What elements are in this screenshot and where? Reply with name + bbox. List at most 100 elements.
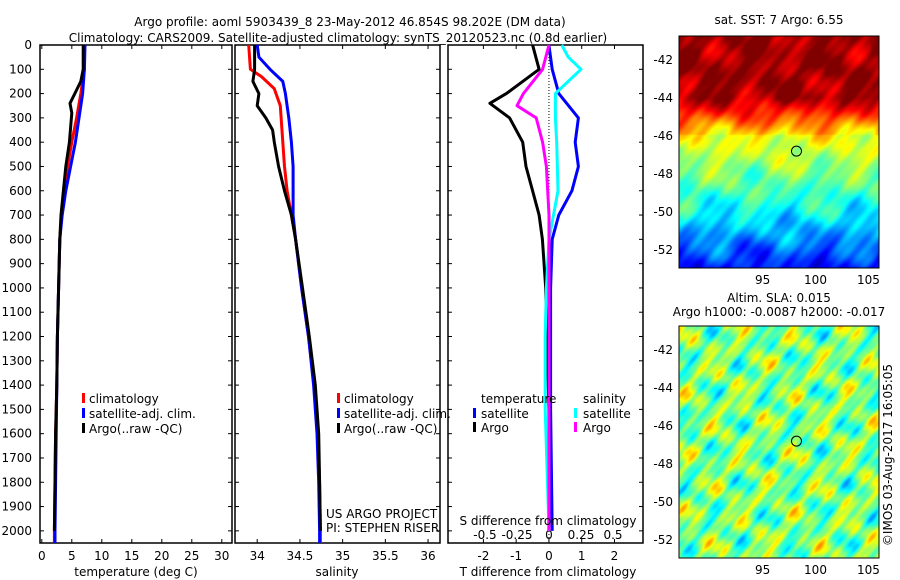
lon-tick-label: 95 bbox=[755, 563, 770, 577]
x-tick-label: -1 bbox=[510, 549, 522, 563]
salinity-axis-label: salinity bbox=[315, 565, 358, 579]
lat-tick-label: -44 bbox=[653, 381, 673, 395]
legend3-t-argo: Argo bbox=[481, 421, 509, 435]
x-tick-label: 10 bbox=[94, 549, 109, 563]
series-temperature-satellite bbox=[547, 44, 580, 531]
s-tick-label: -0.25 bbox=[501, 528, 532, 542]
depth-tick-label: 1600 bbox=[1, 427, 32, 441]
temperature-axis-label: temperature (deg C) bbox=[74, 565, 197, 579]
series-temperature-argo bbox=[488, 44, 551, 531]
x-tick-label: 5 bbox=[68, 549, 76, 563]
sst-map-title: sat. SST: 7 Argo: 6.55 bbox=[715, 13, 844, 27]
depth-tick-label: 1500 bbox=[1, 402, 32, 416]
panel-3-frame bbox=[447, 44, 644, 544]
depth-tick-label: 1700 bbox=[1, 451, 32, 465]
x-tick-label: 35.5 bbox=[372, 549, 399, 563]
s-tick-label: 0.25 bbox=[568, 528, 595, 542]
x-tick-label: -2 bbox=[477, 549, 489, 563]
depth-tick-label: 800 bbox=[9, 232, 32, 246]
depth-tick-label: 500 bbox=[9, 159, 32, 173]
x-tick-label: 34.5 bbox=[287, 549, 314, 563]
lon-tick-label: 100 bbox=[804, 563, 827, 577]
title-line-2: Climatology: CARS2009. Satellite-adjuste… bbox=[69, 31, 607, 45]
series-argo-raw-qc- bbox=[251, 45, 322, 531]
x-tick-label: 34 bbox=[250, 549, 265, 563]
x-tick-label: 35 bbox=[335, 549, 350, 563]
lat-tick-label: -44 bbox=[653, 91, 673, 105]
x-tick-label: 1 bbox=[578, 549, 586, 563]
depth-tick-label: 700 bbox=[9, 208, 32, 222]
t-diff-axis-label: T difference from climatology bbox=[459, 565, 637, 579]
x-tick-label: 25 bbox=[184, 549, 199, 563]
panel-1-frame bbox=[39, 44, 233, 544]
legend3-s-argo: Argo bbox=[583, 421, 611, 435]
legend2-satellite: satellite-adj. clim. bbox=[344, 407, 451, 421]
lat-tick-label: -46 bbox=[653, 129, 673, 143]
x-tick-label: 0 bbox=[38, 549, 46, 563]
series-satellite-adj-clim- bbox=[255, 44, 322, 543]
lon-tick-label: 105 bbox=[857, 563, 880, 577]
legend3-t-satellite: satellite bbox=[481, 407, 529, 421]
depth-tick-label: 1100 bbox=[1, 305, 32, 319]
legend3-salinity-heading: salinity bbox=[583, 392, 626, 406]
sst-map bbox=[679, 36, 879, 268]
lat-tick-label: -46 bbox=[653, 419, 673, 433]
depth-tick-label: 400 bbox=[9, 135, 32, 149]
depth-tick-label: 1200 bbox=[1, 330, 32, 344]
depth-tick-label: 0 bbox=[24, 38, 32, 52]
x-tick-label: 20 bbox=[154, 549, 169, 563]
credit-project: US ARGO PROJECT bbox=[326, 507, 438, 521]
legend3-swatch-s-satellite bbox=[574, 408, 577, 418]
series-argo-raw-qc- bbox=[52, 45, 85, 531]
legend3-swatch-t-argo bbox=[473, 422, 476, 432]
lat-tick-label: -48 bbox=[653, 457, 673, 471]
legend-climatology: climatology bbox=[89, 392, 159, 406]
s-diff-axis-label: S difference from climatology bbox=[460, 514, 637, 528]
series-salinity-satellite bbox=[543, 44, 583, 531]
depth-tick-label: 1400 bbox=[1, 378, 32, 392]
depth-tick-label: 100 bbox=[9, 62, 32, 76]
lat-tick-label: -50 bbox=[653, 495, 673, 509]
x-tick-label: 15 bbox=[124, 549, 139, 563]
lat-tick-label: -52 bbox=[653, 243, 673, 257]
depth-tick-label: 2000 bbox=[1, 524, 32, 538]
depth-tick-label: 1000 bbox=[1, 281, 32, 295]
legend3-temperature-heading: temperature bbox=[481, 392, 556, 406]
s-tick-label: 0 bbox=[545, 528, 553, 542]
depth-tick-label: 600 bbox=[9, 184, 32, 198]
panel-2-frame bbox=[234, 44, 441, 544]
series-climatology bbox=[247, 44, 322, 543]
credit-pi: PI: STEPHEN RISER bbox=[326, 521, 439, 535]
legend3-swatch-t-satellite bbox=[473, 408, 476, 418]
lat-tick-label: -42 bbox=[653, 53, 673, 67]
legend2-swatch-climatology bbox=[337, 393, 340, 403]
depth-tick-label: 200 bbox=[9, 87, 32, 101]
title-line-1: Argo profile: aoml 5903439_8 23-May-2012… bbox=[134, 15, 565, 29]
legend-swatch-satellite bbox=[82, 408, 85, 418]
depth-tick-label: 1300 bbox=[1, 354, 32, 368]
x-tick-label: 2 bbox=[611, 549, 619, 563]
s-tick-label: -0.5 bbox=[473, 528, 496, 542]
sla-map-title-1: Altim. SLA: 0.015 bbox=[727, 291, 831, 305]
depth-tick-label: 300 bbox=[9, 111, 32, 125]
lat-tick-label: -52 bbox=[653, 533, 673, 547]
legend-swatch-argo bbox=[82, 423, 85, 433]
legend2-argo: Argo(..raw -QC) bbox=[344, 422, 437, 436]
timestamp: ©IMOS 03-Aug-2017 16:05:05 bbox=[881, 364, 895, 546]
sla-map bbox=[679, 326, 879, 558]
legend2-swatch-argo bbox=[337, 423, 340, 433]
legend3-swatch-s-argo bbox=[574, 422, 577, 432]
depth-tick-label: 1800 bbox=[1, 475, 32, 489]
legend3-s-satellite: satellite bbox=[583, 407, 631, 421]
sla-map-title-2: Argo h1000: -0.0087 h2000: -0.017 bbox=[673, 305, 886, 319]
x-tick-label: 36 bbox=[420, 549, 435, 563]
s-tick-label: 0.5 bbox=[603, 528, 622, 542]
lon-tick-label: 95 bbox=[755, 273, 770, 287]
x-tick-label: 0 bbox=[545, 549, 553, 563]
legend-argo: Argo(..raw -QC) bbox=[89, 422, 182, 436]
legend2-swatch-satellite bbox=[337, 408, 340, 418]
legend-satellite: satellite-adj. clim. bbox=[89, 407, 196, 421]
legend-swatch-climatology bbox=[82, 393, 85, 403]
